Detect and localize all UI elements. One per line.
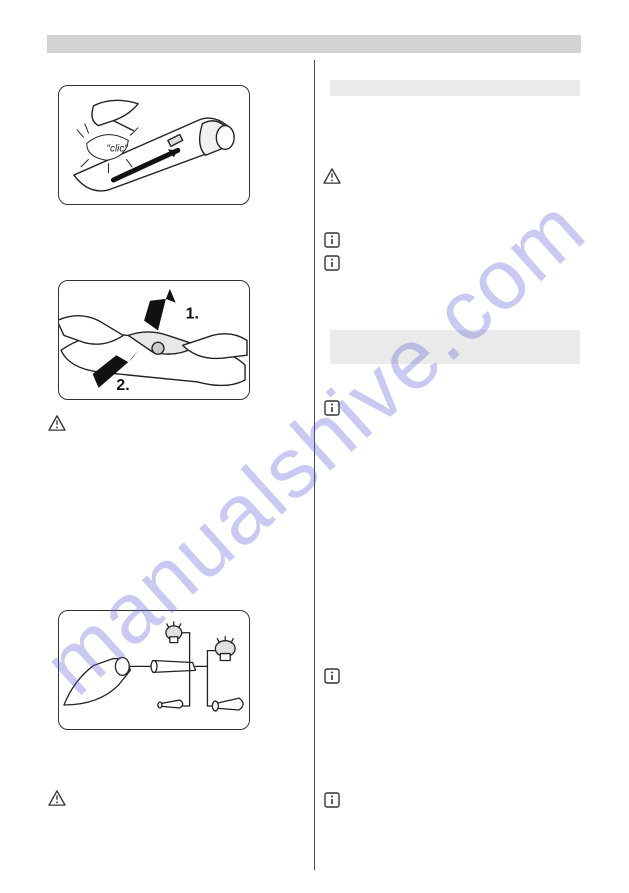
figure-accessories-svg — [59, 611, 249, 730]
warning-icon — [48, 790, 66, 806]
subheading-band-1 — [330, 80, 580, 96]
figure-steps-svg: 1. 2. — [59, 281, 249, 400]
info-icon — [323, 255, 341, 271]
info-icon — [323, 232, 341, 248]
info-icon — [323, 400, 341, 416]
figure-steps: 1. 2. — [58, 280, 250, 400]
figure-clic-svg: "clic" — [59, 86, 249, 205]
info-icon — [323, 668, 341, 684]
info-icon — [323, 792, 341, 808]
step-1-label: 1. — [186, 306, 199, 323]
subheading-band-2 — [330, 330, 580, 364]
warning-icon — [48, 415, 66, 431]
figure-clic: "clic" — [58, 85, 250, 205]
header-band — [47, 35, 581, 53]
column-divider — [314, 60, 315, 870]
clic-label: "clic" — [107, 143, 129, 154]
warning-icon — [323, 168, 341, 184]
figure-accessories — [58, 610, 250, 730]
step-2-label: 2. — [116, 377, 129, 394]
